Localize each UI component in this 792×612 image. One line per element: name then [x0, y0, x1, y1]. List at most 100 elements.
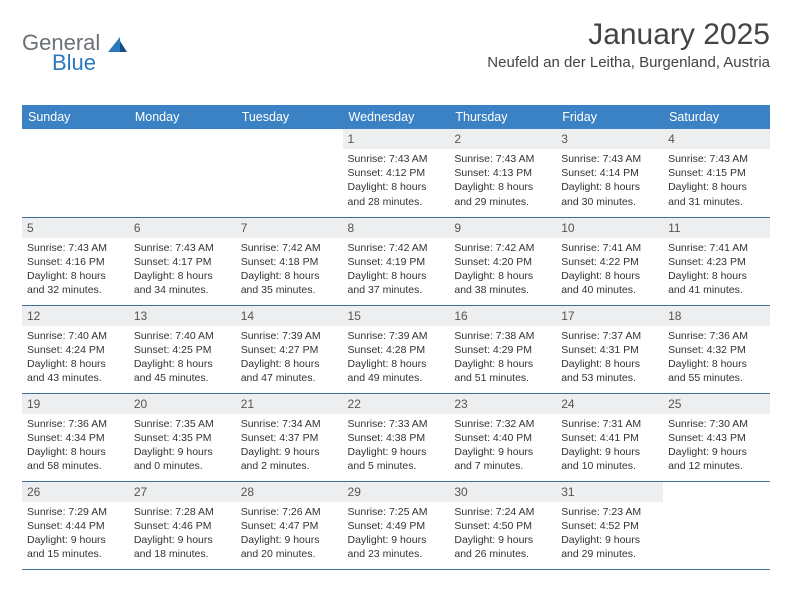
- sunrise-line: Sunrise: 7:43 AM: [134, 241, 231, 255]
- daylight-line1: Daylight: 8 hours: [27, 357, 124, 371]
- daylight-line2: and 32 minutes.: [27, 283, 124, 297]
- day-cell: 29Sunrise: 7:25 AMSunset: 4:49 PMDayligh…: [343, 481, 450, 569]
- day-cell: 11Sunrise: 7:41 AMSunset: 4:23 PMDayligh…: [663, 217, 770, 305]
- sunset-line: Sunset: 4:24 PM: [27, 343, 124, 357]
- sunrise-line: Sunrise: 7:40 AM: [27, 329, 124, 343]
- day-cell: 14Sunrise: 7:39 AMSunset: 4:27 PMDayligh…: [236, 305, 343, 393]
- sunset-line: Sunset: 4:27 PM: [241, 343, 338, 357]
- sunrise-line: Sunrise: 7:37 AM: [561, 329, 658, 343]
- sunrise-line: Sunrise: 7:42 AM: [348, 241, 445, 255]
- dayhdr-sat: Saturday: [663, 105, 770, 129]
- daylight-line2: and 43 minutes.: [27, 371, 124, 385]
- sunset-line: Sunset: 4:43 PM: [668, 431, 765, 445]
- daylight-line1: Daylight: 8 hours: [668, 180, 765, 194]
- daylight-line1: Daylight: 8 hours: [27, 445, 124, 459]
- daylight-line1: Daylight: 9 hours: [561, 533, 658, 547]
- sunset-line: Sunset: 4:49 PM: [348, 519, 445, 533]
- day-number: 9: [449, 218, 556, 238]
- sunset-line: Sunset: 4:38 PM: [348, 431, 445, 445]
- day-cell: 18Sunrise: 7:36 AMSunset: 4:32 PMDayligh…: [663, 305, 770, 393]
- brand-word2: Blue: [52, 50, 96, 75]
- brand-logo-block: General Blue: [22, 24, 129, 82]
- daylight-line1: Daylight: 8 hours: [134, 357, 231, 371]
- day-data: Sunrise: 7:34 AMSunset: 4:37 PMDaylight:…: [236, 414, 343, 478]
- day-data: Sunrise: 7:42 AMSunset: 4:19 PMDaylight:…: [343, 238, 450, 302]
- sunset-line: Sunset: 4:32 PM: [668, 343, 765, 357]
- calendar-table: Sunday Monday Tuesday Wednesday Thursday…: [22, 105, 770, 570]
- dayhdr-sun: Sunday: [22, 105, 129, 129]
- day-data: Sunrise: 7:32 AMSunset: 4:40 PMDaylight:…: [449, 414, 556, 478]
- sunset-line: Sunset: 4:31 PM: [561, 343, 658, 357]
- day-data: Sunrise: 7:42 AMSunset: 4:20 PMDaylight:…: [449, 238, 556, 302]
- sunset-line: Sunset: 4:13 PM: [454, 166, 551, 180]
- day-data: Sunrise: 7:30 AMSunset: 4:43 PMDaylight:…: [663, 414, 770, 478]
- day-number: 30: [449, 482, 556, 502]
- daylight-line2: and 47 minutes.: [241, 371, 338, 385]
- daylight-line1: Daylight: 9 hours: [561, 445, 658, 459]
- sunset-line: Sunset: 4:19 PM: [348, 255, 445, 269]
- day-data: Sunrise: 7:43 AMSunset: 4:12 PMDaylight:…: [343, 149, 450, 213]
- day-cell: 19 Sunrise: 7:36 AMSunset: 4:34 PMDayligh…: [22, 393, 129, 481]
- sunset-line: Sunset: 4:18 PM: [241, 255, 338, 269]
- daylight-line2: and 31 minutes.: [668, 195, 765, 209]
- daylight-line2: and 23 minutes.: [348, 547, 445, 561]
- sunset-line: Sunset: 4:47 PM: [241, 519, 338, 533]
- daylight-line2: and 34 minutes.: [134, 283, 231, 297]
- sunrise-line: Sunrise: 7:43 AM: [27, 241, 124, 255]
- daylight-line2: and 37 minutes.: [348, 283, 445, 297]
- dayhdr-fri: Friday: [556, 105, 663, 129]
- daylight-line2: and 51 minutes.: [454, 371, 551, 385]
- day-number: 27: [129, 482, 236, 502]
- sunrise-line: Sunrise: 7:24 AM: [454, 505, 551, 519]
- sunrise-line: Sunrise: 7:39 AM: [348, 329, 445, 343]
- daylight-line2: and 5 minutes.: [348, 459, 445, 473]
- sunrise-line: Sunrise: 7:43 AM: [668, 152, 765, 166]
- daylight-line2: and 28 minutes.: [348, 195, 445, 209]
- sunrise-line: Sunrise: 7:43 AM: [454, 152, 551, 166]
- sunset-line: Sunset: 4:34 PM: [27, 431, 124, 445]
- day-cell: 28Sunrise: 7:26 AMSunset: 4:47 PMDayligh…: [236, 481, 343, 569]
- day-data: Sunrise: 7:38 AMSunset: 4:29 PMDaylight:…: [449, 326, 556, 390]
- sunset-line: Sunset: 4:16 PM: [27, 255, 124, 269]
- daylight-line1: Daylight: 9 hours: [348, 533, 445, 547]
- week-row: 26Sunrise: 7:29 AMSunset: 4:44 PMDayligh…: [22, 481, 770, 569]
- sunrise-line: Sunrise: 7:26 AM: [241, 505, 338, 519]
- sunrise-line: Sunrise: 7:40 AM: [134, 329, 231, 343]
- daylight-line1: Daylight: 8 hours: [241, 269, 338, 283]
- sunset-line: Sunset: 4:40 PM: [454, 431, 551, 445]
- daylight-line2: and 58 minutes.: [27, 459, 124, 473]
- day-number: 11: [663, 218, 770, 238]
- day-cell: [236, 129, 343, 217]
- daylight-line1: Daylight: 8 hours: [561, 180, 658, 194]
- day-data: Sunrise: 7:43 AMSunset: 4:14 PMDaylight:…: [556, 149, 663, 213]
- day-data: Sunrise: 7:39 AMSunset: 4:27 PMDaylight:…: [236, 326, 343, 390]
- sunset-line: Sunset: 4:28 PM: [348, 343, 445, 357]
- daylight-line2: and 26 minutes.: [454, 547, 551, 561]
- day-data: Sunrise: 7:40 AMSunset: 4:25 PMDaylight:…: [129, 326, 236, 390]
- sunrise-line: Sunrise: 7:23 AM: [561, 505, 658, 519]
- day-cell: 8Sunrise: 7:42 AMSunset: 4:19 PMDaylight…: [343, 217, 450, 305]
- sunrise-line: Sunrise: 7:39 AM: [241, 329, 338, 343]
- day-number: 1: [343, 129, 450, 149]
- sunset-line: Sunset: 4:12 PM: [348, 166, 445, 180]
- day-number: 3: [556, 129, 663, 149]
- sunrise-line: Sunrise: 7:42 AM: [241, 241, 338, 255]
- day-data: Sunrise: 7:24 AMSunset: 4:50 PMDaylight:…: [449, 502, 556, 566]
- daylight-line1: Daylight: 9 hours: [454, 533, 551, 547]
- day-data: Sunrise: 7:41 AMSunset: 4:22 PMDaylight:…: [556, 238, 663, 302]
- sunrise-line: Sunrise: 7:36 AM: [27, 417, 124, 431]
- dayhdr-mon: Monday: [129, 105, 236, 129]
- day-number: 19: [22, 394, 129, 414]
- day-cell: 2Sunrise: 7:43 AMSunset: 4:13 PMDaylight…: [449, 129, 556, 217]
- day-data: Sunrise: 7:43 AMSunset: 4:17 PMDaylight:…: [129, 238, 236, 302]
- day-header-row: Sunday Monday Tuesday Wednesday Thursday…: [22, 105, 770, 129]
- sunset-line: Sunset: 4:37 PM: [241, 431, 338, 445]
- day-number: 22: [343, 394, 450, 414]
- daylight-line1: Daylight: 8 hours: [454, 357, 551, 371]
- daylight-line1: Daylight: 9 hours: [241, 533, 338, 547]
- sunrise-line: Sunrise: 7:29 AM: [27, 505, 124, 519]
- day-number: 20: [129, 394, 236, 414]
- day-cell: 4Sunrise: 7:43 AMSunset: 4:15 PMDaylight…: [663, 129, 770, 217]
- sunrise-line: Sunrise: 7:43 AM: [348, 152, 445, 166]
- location-label: Neufeld an der Leitha, Burgenland, Austr…: [487, 54, 770, 71]
